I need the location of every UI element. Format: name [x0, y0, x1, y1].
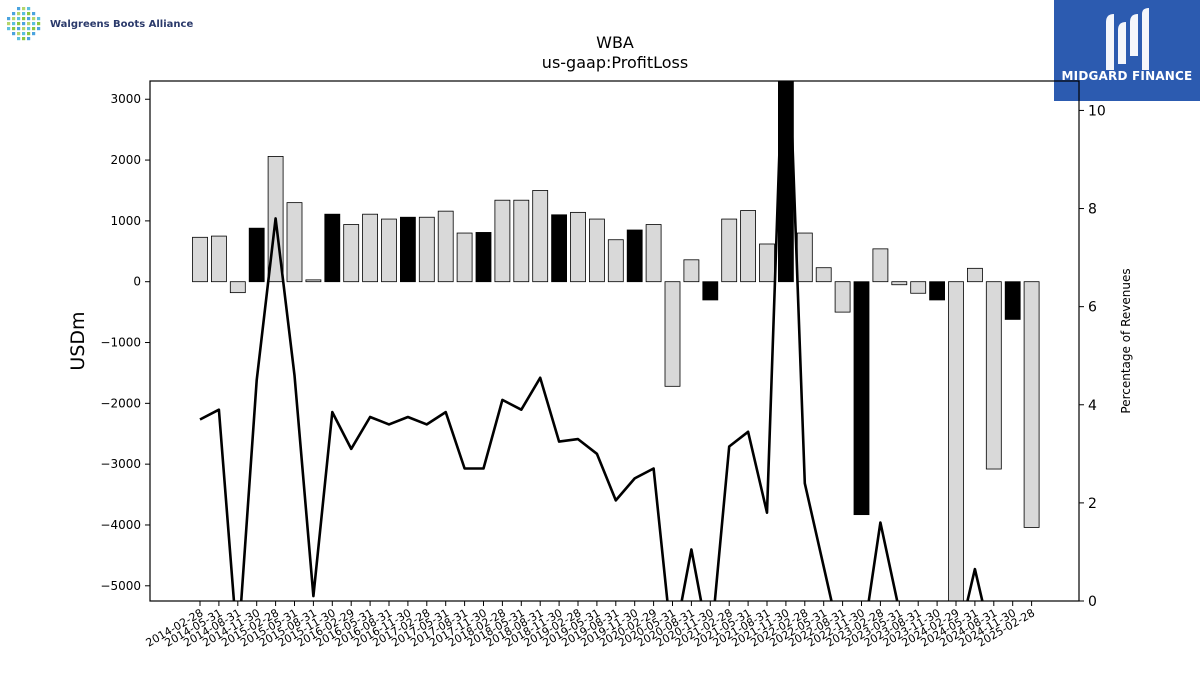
- y2-tick-label: 0: [1088, 594, 1097, 610]
- bar-2016-08-31: [381, 218, 397, 283]
- bar-2022-11-30: [853, 281, 870, 516]
- bar-2015-05-31: [286, 202, 303, 283]
- bar-2016-11-30: [399, 216, 416, 283]
- bar-2019-08-31: [607, 239, 624, 283]
- y-tick-label: 3000: [110, 92, 141, 106]
- y-tick-label: −2000: [100, 396, 141, 410]
- bar-2020-11-30: [702, 281, 719, 301]
- y-tick-label: −5000: [100, 579, 141, 593]
- bar-2018-08-31: [532, 190, 549, 283]
- bar-2016-05-31: [362, 213, 379, 283]
- bar-2017-11-30: [475, 232, 492, 283]
- bar-2021-05-31: [740, 210, 756, 283]
- bar-2024-08-31: [985, 281, 1002, 470]
- x-axis: 2014-02-282014-05-312014-08-312014-11-30…: [144, 601, 1037, 650]
- bar-2020-08-31: [683, 259, 700, 283]
- bar-2014-11-30: [248, 227, 265, 283]
- plot-frame: [149, 80, 1080, 602]
- y-tick-label: −3000: [100, 457, 141, 471]
- bar-2018-02-28: [494, 199, 511, 283]
- midgard-logo-text: MIDGARD FINANCE: [1061, 69, 1193, 83]
- bar-2024-11-30: [1004, 281, 1021, 320]
- y2-tick-label: 10: [1088, 103, 1106, 119]
- chart-title: WBA: [596, 33, 634, 52]
- percentage-line: [199, 81, 984, 601]
- bar-2020-02-29: [645, 224, 662, 283]
- midgard-finance-logo: MIDGARD FINANCE: [1054, 0, 1200, 101]
- bar-2018-05-31: [513, 199, 530, 283]
- y2-tick-label: 8: [1088, 202, 1097, 218]
- bar-2014-05-31: [210, 235, 227, 283]
- left-y-axis: −5000 −4000 −3000 −2000 −1000 0 1000 2000 3000: [100, 92, 150, 593]
- bar-2022-02-28: [796, 232, 813, 283]
- bar-2023-05-31: [891, 281, 908, 286]
- walgreens-emblem-icon: [7, 7, 41, 41]
- bar-2019-02-28: [570, 211, 586, 283]
- bar-2016-02-29: [343, 224, 360, 283]
- bar-2025-02-28: [1023, 281, 1040, 528]
- y2-tick-label: 2: [1088, 496, 1097, 512]
- bar-2017-05-31: [437, 210, 454, 283]
- y-axis-label: USDm: [67, 311, 89, 370]
- bar-2017-08-31: [456, 232, 473, 283]
- bar-2024-05-31: [967, 267, 983, 283]
- bar-2018-11-30: [551, 214, 567, 283]
- y2-tick-label: 6: [1088, 300, 1097, 316]
- y-tick-label: −1000: [100, 336, 141, 350]
- y-tick-label: 1000: [110, 214, 141, 228]
- bar-2014-08-31: [229, 281, 246, 294]
- bar-2020-05-31: [664, 281, 681, 387]
- bar-2015-08-31: [305, 279, 322, 283]
- walgreens-logo: Walgreens Boots Alliance: [4, 4, 193, 44]
- walgreens-logo-text: Walgreens Boots Alliance: [50, 18, 194, 30]
- right-y-axis: 0 2 4 6 8 10: [1079, 103, 1106, 610]
- y2-tick-label: 4: [1088, 398, 1097, 414]
- bar-series: [192, 81, 1040, 601]
- y-tick-label: 0: [133, 275, 141, 289]
- bar-2022-08-31: [834, 281, 851, 313]
- y2-axis-label: Percentage of Revenues: [1119, 268, 1133, 413]
- chart-subtitle: us-gaap:ProfitLoss: [542, 53, 688, 72]
- bar-2019-05-31: [589, 218, 605, 283]
- bar-2023-02-28: [872, 248, 889, 283]
- midgard-m-icon: [1106, 8, 1149, 70]
- bar-2015-11-30: [324, 213, 341, 283]
- bar-2014-02-28: [192, 236, 208, 283]
- y-tick-label: −4000: [100, 518, 141, 532]
- bar-2023-11-30: [929, 281, 945, 301]
- percentage-line-series: [199, 81, 984, 601]
- bar-2022-05-31: [815, 267, 832, 283]
- bar-2021-08-31: [759, 243, 775, 283]
- bar-2017-02-28: [418, 216, 435, 283]
- y-tick-label: 2000: [110, 153, 141, 167]
- bar-2021-02-28: [721, 218, 738, 283]
- bar-2023-08-31: [910, 281, 927, 294]
- bar-2019-11-30: [626, 229, 643, 283]
- bar-2024-02-29: [948, 281, 964, 601]
